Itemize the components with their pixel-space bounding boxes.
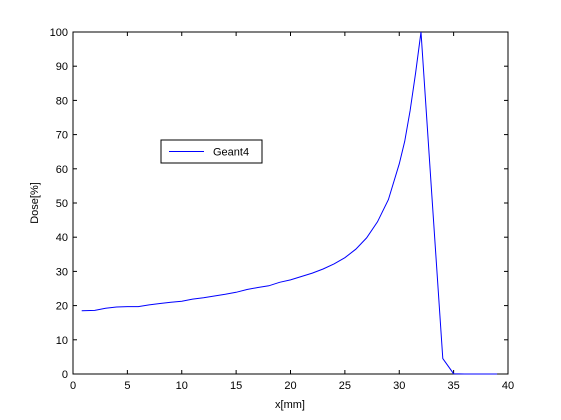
axes: 0 5 10 15 20 25 30 35 40 0 10 20 30 40 50 60 70 80 90 100 xyxy=(50,27,514,392)
x-tick-label: 30 xyxy=(393,380,405,392)
x-tick-label: 25 xyxy=(339,380,351,392)
x-tick-label: 5 xyxy=(124,380,130,392)
y-tick-label: 20 xyxy=(56,301,68,313)
legend-label: Geant4 xyxy=(213,147,249,159)
y-axis-label: Dose[%] xyxy=(29,182,41,224)
y-tick-label: 70 xyxy=(56,130,68,142)
x-tick-label: 15 xyxy=(230,380,242,392)
y-tick-label: 40 xyxy=(56,232,68,244)
x-tick-label: 35 xyxy=(448,380,460,392)
y-tick-label: 0 xyxy=(62,369,68,381)
x-tick-label: 0 xyxy=(70,380,76,392)
series-layer xyxy=(81,31,498,375)
y-tick-label: 50 xyxy=(56,198,68,210)
y-tick-label: 80 xyxy=(56,95,68,107)
legend: Geant4 xyxy=(160,139,263,164)
y-tick-label: 60 xyxy=(56,164,68,176)
x-tick-label: 20 xyxy=(284,380,296,392)
legend-box xyxy=(160,139,263,164)
series-line-geant4 xyxy=(81,31,498,375)
x-tick-label: 40 xyxy=(502,380,514,392)
y-tick-label: 30 xyxy=(56,266,68,278)
x-tick-label: 10 xyxy=(176,380,188,392)
y-tick-label: 90 xyxy=(56,61,68,73)
x-axis-label: x[mm] xyxy=(275,399,305,411)
y-tick-label: 100 xyxy=(50,27,68,39)
y-tick-label: 10 xyxy=(56,335,68,347)
